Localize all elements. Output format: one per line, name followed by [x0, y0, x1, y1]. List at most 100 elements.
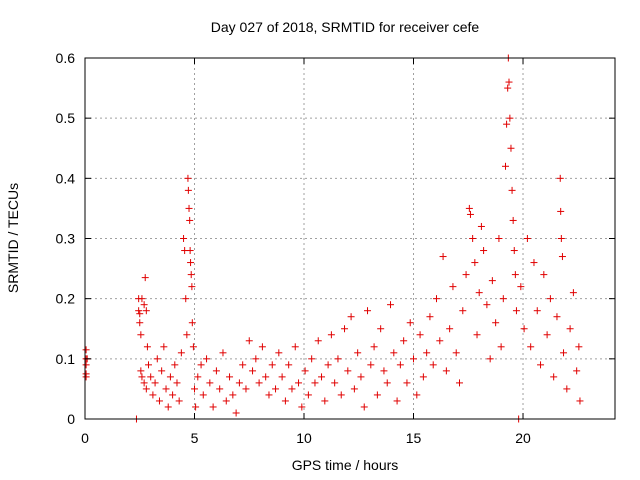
x-tick-label: 10 [296, 430, 312, 446]
data-point [314, 337, 322, 345]
data-point [135, 307, 143, 315]
data-point [373, 391, 381, 399]
data-point [209, 403, 217, 411]
data-point [158, 367, 166, 375]
data-point [187, 259, 195, 267]
data-point [222, 397, 230, 405]
data-point [452, 349, 460, 357]
data-point [459, 307, 467, 315]
data-point [471, 259, 479, 267]
data-point [192, 403, 200, 411]
data-point [186, 216, 194, 224]
data-point [449, 283, 457, 291]
data-point [141, 274, 149, 282]
data-point [510, 247, 518, 255]
data-point [327, 331, 335, 339]
data-point [558, 253, 566, 261]
data-point [406, 319, 414, 327]
data-point [413, 391, 421, 399]
data-point [475, 289, 483, 297]
data-point [469, 235, 477, 242]
data-point [403, 379, 411, 387]
y-tick-label: 0.1 [56, 351, 76, 367]
data-point [364, 307, 372, 315]
data-point [480, 247, 488, 255]
data-point [446, 325, 454, 333]
data-point [136, 319, 144, 327]
data-point [462, 271, 470, 279]
data-point [473, 331, 481, 339]
data-point [350, 385, 358, 393]
data-point [517, 283, 525, 291]
data-point [387, 301, 395, 309]
y-tick-label: 0.4 [56, 170, 76, 186]
data-point [199, 391, 207, 399]
data-point [360, 403, 368, 411]
data-point [268, 361, 276, 369]
data-point [145, 361, 153, 369]
data-point [556, 174, 564, 182]
y-tick-label: 0.3 [56, 231, 76, 247]
data-point [503, 120, 511, 128]
data-point [187, 271, 195, 279]
data-point [298, 403, 306, 411]
data-point [324, 361, 332, 369]
data-point [82, 361, 90, 369]
data-point [155, 397, 163, 405]
data-point [354, 349, 362, 357]
data-point [191, 385, 199, 393]
data-point [410, 355, 418, 363]
data-point [341, 325, 349, 333]
data-point [505, 78, 513, 86]
data-point [499, 295, 507, 303]
data-point [533, 307, 541, 315]
data-point [142, 307, 150, 315]
data-point [543, 331, 551, 339]
data-point [456, 379, 464, 387]
data-point [275, 349, 283, 357]
data-point [321, 397, 329, 405]
data-point [436, 337, 444, 345]
data-point [203, 355, 211, 363]
data-point [439, 253, 447, 261]
data-point [295, 379, 303, 387]
data-point [147, 373, 155, 381]
x-axis-title: GPS time / hours [292, 457, 399, 473]
data-point [82, 373, 90, 381]
y-tick-label: 0.2 [56, 291, 76, 307]
data-point [183, 331, 191, 339]
data-point [393, 397, 401, 405]
data-point [285, 361, 293, 369]
data-point [423, 349, 431, 357]
data-point [334, 355, 342, 363]
data-point [540, 271, 548, 279]
data-point [337, 391, 345, 399]
data-point [318, 373, 326, 381]
x-tick-label: 15 [406, 430, 422, 446]
data-point [537, 361, 545, 369]
data-point [235, 379, 243, 387]
data-point [557, 235, 565, 242]
data-point [138, 373, 146, 381]
data-point [140, 301, 148, 309]
data-point [380, 367, 388, 375]
data-point [419, 373, 427, 381]
data-point [504, 84, 512, 92]
data-point [442, 367, 450, 375]
data-point [573, 367, 581, 375]
data-point [249, 367, 257, 375]
data-point [367, 361, 375, 369]
data-point [173, 379, 181, 387]
data-point [383, 379, 391, 387]
data-point [347, 313, 355, 321]
data-point [162, 385, 170, 393]
data-point [566, 325, 574, 333]
y-tick-label: 0.6 [56, 50, 76, 66]
data-point [188, 283, 196, 291]
data-point [357, 373, 365, 381]
data-point [304, 391, 312, 399]
data-point [486, 355, 494, 363]
data-point [185, 204, 193, 212]
data-point [370, 343, 378, 351]
data-point [429, 361, 437, 369]
